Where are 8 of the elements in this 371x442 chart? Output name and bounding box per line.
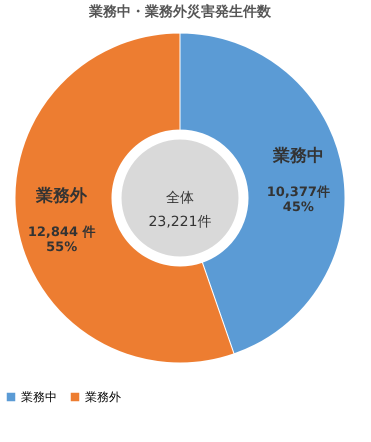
data-label: 10,377件 45% [266,185,330,216]
slice-label: 業務外 [35,186,88,206]
text: 全体 23,221件 [148,190,212,230]
slice-label: 業務中 [272,146,324,166]
legend-label: 業務外 [85,390,121,404]
data-label: 12,844 件 55% [28,224,96,255]
legend-label: 業務中 [21,390,57,404]
chart-title: 業務中・業務外災害発生件数 [88,3,272,20]
